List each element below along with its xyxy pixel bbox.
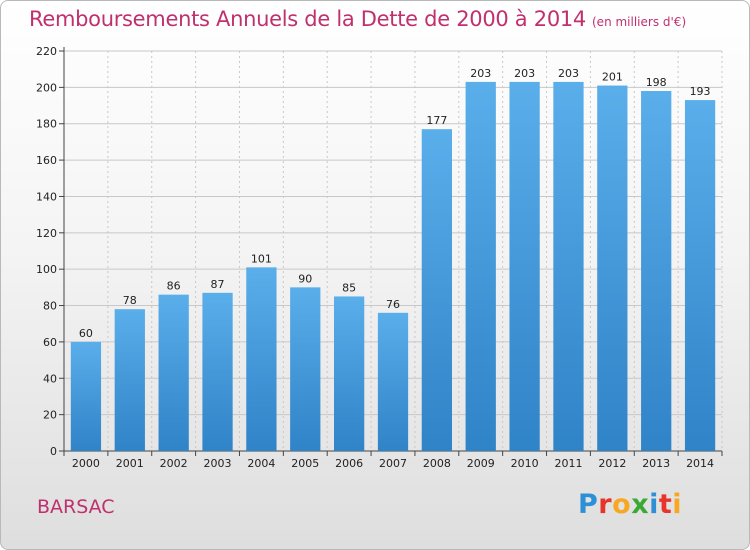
value-labels: 60 78 86 87 101 90 85 76 177 203 203 203 201 198 193: [79, 67, 711, 340]
bar-2001: [114, 309, 145, 451]
logo-letter: o: [612, 489, 632, 520]
bar-2010: [509, 81, 540, 451]
x-tick-label-2009: 2009: [467, 457, 495, 470]
x-tick-label-2000: 2000: [72, 457, 100, 470]
bars: [70, 81, 716, 451]
x-tick-label-2013: 2013: [642, 457, 670, 470]
bar-2004: [246, 267, 277, 451]
y-tick-label: 20: [43, 409, 57, 422]
x-tick-label-2001: 2001: [116, 457, 144, 470]
y-tick-label: 140: [36, 190, 57, 203]
bar-2003: [202, 292, 233, 451]
x-tick-label-2005: 2005: [291, 457, 319, 470]
value-label-2013: 198: [646, 76, 667, 89]
value-label-2014: 193: [690, 85, 711, 98]
y-tick-label: 0: [50, 445, 57, 458]
chart-unit: (en milliers d'€): [592, 15, 687, 29]
logo-letter: i: [649, 489, 659, 520]
bar-2008: [421, 129, 453, 451]
x-tick-label-2007: 2007: [379, 457, 407, 470]
x-tick-label-2004: 2004: [247, 457, 275, 470]
logo-letter: t: [658, 489, 673, 520]
x-tick-label-2003: 2003: [204, 457, 232, 470]
bar-2005: [290, 287, 321, 451]
commune-name: BARSAC: [37, 496, 115, 518]
x-tick-label-2012: 2012: [598, 457, 626, 470]
value-label-2007: 76: [386, 298, 400, 311]
proxiti-logo: Proxiti: [578, 489, 682, 520]
value-label-2010: 203: [514, 67, 535, 80]
x-tick-label-2014: 2014: [686, 457, 714, 470]
y-tick-label: 40: [43, 372, 57, 385]
bar-2012: [597, 85, 628, 451]
chart-title-text: Remboursements Annuels de la Dette de 20…: [29, 7, 586, 31]
logo-letter: P: [578, 489, 599, 520]
bar-2013: [641, 91, 672, 451]
y-tick-label: 220: [36, 45, 57, 58]
logo-letter: x: [631, 489, 650, 520]
y-tick-label: 100: [36, 263, 57, 276]
x-tick-label-2002: 2002: [160, 457, 188, 470]
x-tick-label-2011: 2011: [554, 457, 582, 470]
bar-2009: [465, 81, 496, 451]
x-tick-label-2010: 2010: [511, 457, 539, 470]
y-tick-label: 180: [36, 118, 57, 131]
value-label-2004: 101: [251, 252, 272, 265]
y-tick-label: 160: [36, 154, 57, 167]
value-label-2008: 177: [426, 114, 447, 127]
value-label-2011: 203: [558, 67, 579, 80]
value-label-2003: 87: [211, 278, 225, 291]
value-label-2012: 201: [602, 71, 623, 84]
value-label-2001: 78: [123, 294, 137, 307]
x-tick-label-2008: 2008: [423, 457, 451, 470]
value-label-2000: 60: [79, 327, 93, 340]
value-label-2006: 85: [342, 281, 356, 294]
chart-title: Remboursements Annuels de la Dette de 20…: [29, 7, 686, 31]
value-label-2009: 203: [470, 67, 491, 80]
value-label-2002: 86: [167, 280, 181, 293]
bar-2007: [377, 312, 409, 451]
x-tick-label-2006: 2006: [335, 457, 363, 470]
bar-2002: [158, 294, 189, 451]
y-tick-label: 120: [36, 227, 57, 240]
y-tick-label: 200: [36, 81, 57, 94]
y-tick-label: 60: [43, 336, 57, 349]
value-label-2005: 90: [298, 272, 312, 285]
bar-2000: [70, 341, 102, 451]
bar-2011: [553, 81, 584, 451]
y-tick-label: 80: [43, 300, 57, 313]
bar-2014: [684, 100, 716, 451]
logo-letter: i: [672, 489, 683, 520]
logo-letter: r: [598, 489, 613, 520]
bar-2006: [333, 296, 365, 451]
